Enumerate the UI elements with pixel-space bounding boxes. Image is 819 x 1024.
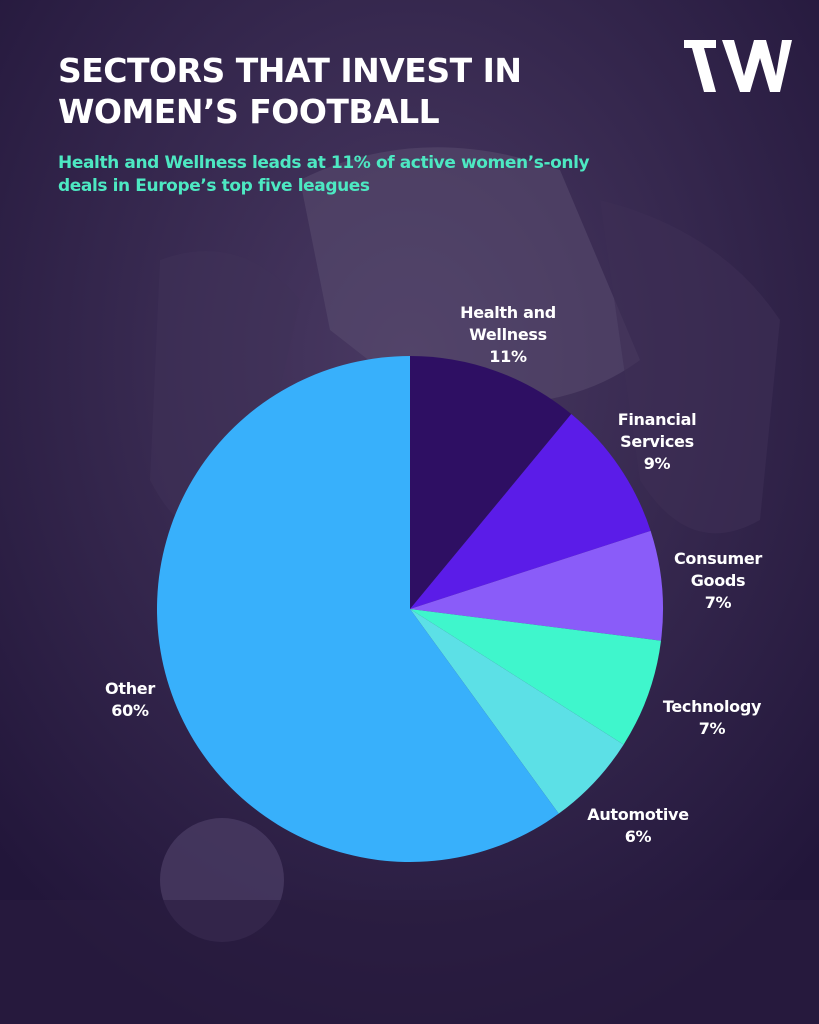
title-line-2: WOMEN’S FOOTBALL	[58, 92, 440, 131]
slice-name-label: Services	[620, 432, 694, 451]
slice-name-label: Wellness	[469, 325, 547, 344]
slice-name-label: Other	[105, 679, 155, 698]
slice-value-label: 7%	[705, 593, 732, 612]
subtitle-line-1: Health and Wellness leads at 11% of acti…	[58, 153, 590, 173]
slice-label: Other 60%	[105, 679, 155, 720]
slice-name-label: Technology	[663, 697, 762, 716]
slice-name-label: Goods	[691, 571, 746, 590]
page-title: SECTORS THAT INVEST IN WOMEN’S FOOTBALL	[58, 50, 658, 132]
pie-slice	[410, 414, 651, 609]
slice-value-label: 60%	[111, 701, 149, 720]
slice-name-label: Consumer	[674, 549, 762, 568]
subtitle-line-2: deals in Europe’s top five leagues	[58, 176, 370, 196]
slice-label: Financial Services 9%	[618, 410, 697, 473]
slice-label: Technology 7%	[663, 697, 762, 738]
slice-name-label: Automotive	[587, 805, 689, 824]
pie-slice	[410, 609, 662, 745]
slice-name-label: Financial	[618, 410, 697, 429]
slice-value-label: 7%	[699, 719, 726, 738]
pie-slice	[410, 356, 572, 609]
pie-labels: Health and Wellness 11% Financial Services 9%…	[105, 303, 763, 846]
slice-label: Health and Wellness 11%	[460, 303, 556, 366]
slice-label: Automotive 6%	[587, 805, 689, 846]
w-logo-icon	[684, 40, 792, 92]
title-line-1: SECTORS THAT INVEST IN	[58, 51, 522, 90]
slice-name-label: Health and	[460, 303, 556, 322]
pie-slice	[410, 530, 663, 641]
pie-slices	[157, 356, 663, 862]
slice-value-label: 6%	[625, 827, 652, 846]
slice-value-label: 11%	[489, 347, 527, 366]
page-subtitle: Health and Wellness leads at 11% of acti…	[58, 152, 678, 198]
pie-slice	[157, 356, 559, 862]
slice-label: Consumer Goods 7%	[674, 549, 762, 612]
slice-value-label: 9%	[644, 454, 671, 473]
pie-slice	[410, 609, 624, 814]
